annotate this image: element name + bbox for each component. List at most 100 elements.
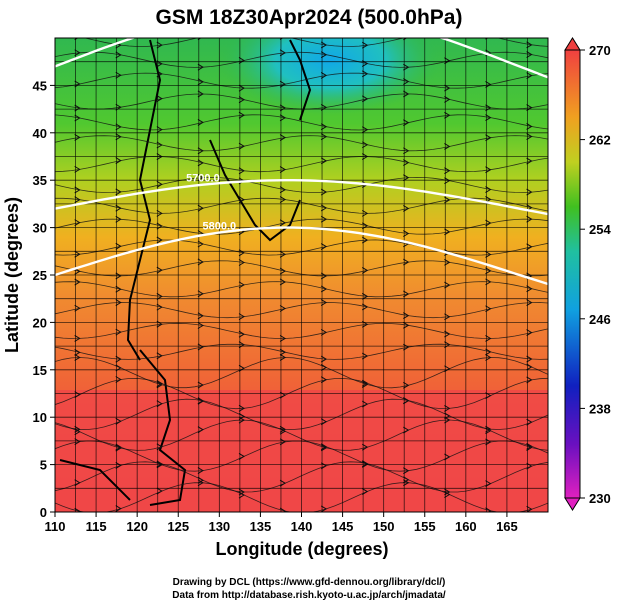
streamline-arrow: [526, 329, 533, 337]
streamline-arrow: [115, 299, 122, 306]
colorbar-max-arrow: [564, 37, 581, 51]
x-tick-label: 155: [414, 519, 436, 534]
streamline-arrow: [197, 479, 204, 487]
streamline-arrow: [115, 272, 122, 280]
streamline-arrow: [156, 400, 163, 408]
streamline-arrow: [361, 266, 369, 274]
streamline-arrow: [320, 328, 328, 336]
streamline-arrow: [403, 63, 410, 71]
x-tick-label: 140: [291, 519, 313, 534]
contour-line: [55, 179, 548, 216]
streamline-arrow: [444, 258, 451, 266]
streamline-arrow: [361, 352, 369, 360]
streamline-arrow: [156, 126, 163, 134]
streamline-arrow: [403, 119, 410, 127]
streamline-arrow: [197, 147, 204, 155]
streamline-arrow: [279, 219, 287, 227]
streamline-arrow: [403, 290, 410, 298]
streamline-arrow: [238, 281, 245, 289]
streamline-arrow: [526, 442, 533, 450]
streamline-arrow: [74, 114, 81, 122]
streamline-arrow: [156, 236, 163, 244]
streamline-arrow: [197, 467, 204, 475]
streamline-arrow: [279, 104, 287, 112]
streamline-arrow: [197, 381, 204, 389]
streamline-arrow: [238, 404, 245, 412]
streamline-arrow: [526, 188, 533, 196]
streamline-arrow: [238, 249, 245, 257]
y-tick-label: 0: [40, 505, 47, 520]
streamline-arrow: [197, 258, 204, 266]
x-tick-label: 130: [208, 519, 230, 534]
streamline-arrow: [526, 462, 533, 470]
streamline-arrow: [526, 444, 533, 451]
x-tick-label: 160: [455, 519, 477, 534]
streamline-arrow: [197, 159, 204, 167]
streamline-arrow: [526, 243, 533, 251]
colorbar-ticks: 230 238 246 254 262 270: [580, 43, 611, 506]
streamline-arrow: [444, 491, 451, 498]
streamline-arrow: [197, 476, 204, 484]
streamline-arrow: [320, 188, 328, 196]
streamline-arrow: [156, 381, 163, 389]
streamline-arrow: [361, 460, 369, 468]
streamline-arrow: [115, 133, 122, 141]
streamline-arrow: [526, 418, 533, 426]
streamline-arrow: [197, 63, 204, 71]
streamline-arrow: [485, 348, 492, 356]
streamline-arrow: [444, 281, 451, 289]
grid: [55, 38, 548, 512]
streamline-arrow: [526, 355, 533, 363]
streamline-arrow: [74, 348, 81, 356]
streamline-arrow: [279, 196, 287, 203]
streamline-arrow: [403, 205, 410, 212]
streamline-arrow: [156, 70, 163, 78]
streamline-arrow: [197, 118, 204, 126]
streamline-arrow: [361, 488, 369, 495]
streamline-arrow: [361, 379, 369, 387]
streamline-arrow: [74, 425, 81, 433]
streamline-arrow: [444, 143, 451, 150]
x-tick-label: 120: [126, 519, 148, 534]
streamline-arrow: [403, 90, 410, 98]
colorbar-ramp: [564, 49, 581, 499]
streamline-arrow: [526, 72, 533, 80]
streamline-arrow: [485, 114, 492, 122]
streamline-arrow: [279, 49, 287, 57]
streamline-arrow: [485, 438, 492, 446]
x-tick-label: 125: [167, 519, 189, 534]
streamline-arrow: [74, 250, 81, 258]
streamline-arrow: [197, 322, 204, 329]
streamline-arrow: [403, 174, 410, 182]
streamline-arrow: [156, 180, 163, 188]
streamline-arrow: [156, 222, 163, 230]
y-tick-label: 25: [33, 268, 47, 283]
streamline-arrow: [485, 166, 492, 174]
streamline-arrow: [74, 391, 81, 399]
streamline-arrow: [320, 462, 328, 470]
streamline-arrow: [238, 412, 245, 420]
colorbar-tick-label: 262: [589, 133, 611, 148]
streamline-arrow: [279, 267, 287, 275]
streamline-arrow: [403, 147, 410, 155]
streamline-arrow: [444, 84, 451, 92]
streamline-arrow: [403, 467, 410, 475]
streamline-arrow: [279, 335, 287, 342]
streamline-arrow: [279, 507, 287, 512]
colorbar-tick-label: 246: [589, 312, 611, 327]
streamline-arrow: [74, 507, 81, 512]
streamline-arrow: [320, 444, 328, 452]
streamline-arrow: [444, 57, 451, 65]
streamline-arrow: [156, 141, 163, 149]
streamline-arrow: [279, 166, 287, 173]
streamline-arrow: [156, 266, 163, 274]
streamline-arrow: [361, 236, 369, 244]
streamline-arrow: [320, 204, 328, 212]
streamline-arrow: [361, 303, 369, 311]
streamline-arrow: [115, 123, 122, 131]
streamline-arrow: [485, 251, 492, 258]
streamline-arrow: [403, 479, 410, 487]
streamline-arrow: [279, 354, 287, 361]
streamline-arrow: [279, 114, 287, 122]
